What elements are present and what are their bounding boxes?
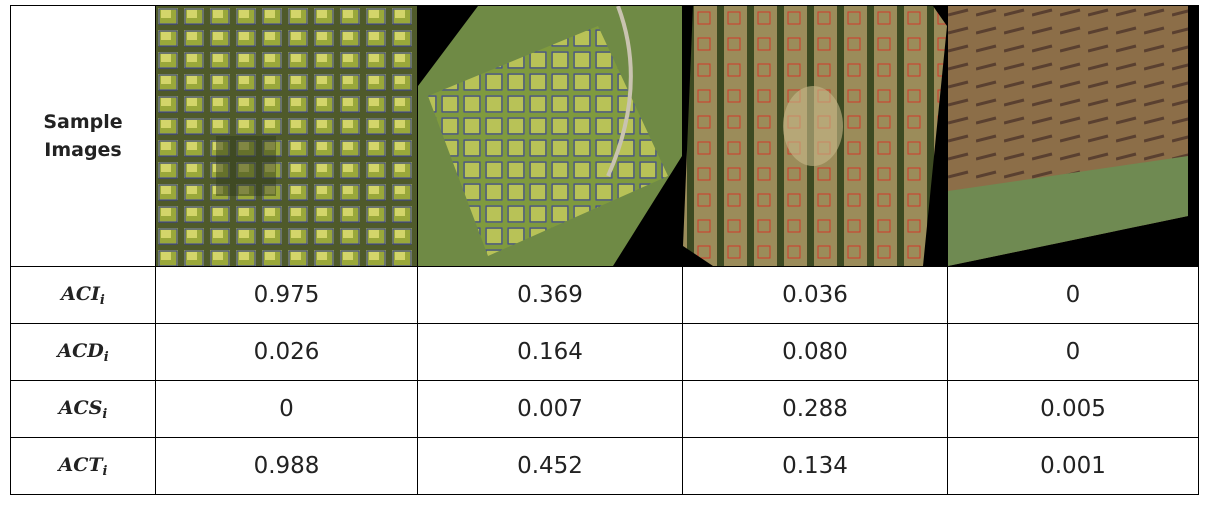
value-cell: 0 [156, 381, 418, 438]
sample-image [156, 6, 417, 266]
sample-image [418, 6, 682, 266]
value-cell: 0.080 [683, 324, 948, 381]
label-base: ACS [59, 397, 103, 419]
value-cell: 0.007 [418, 381, 683, 438]
row-label: ACIi [11, 267, 156, 324]
row-label: ACDi [11, 324, 156, 381]
label-subscript: i [104, 350, 109, 365]
value-cell: 0.134 [683, 438, 948, 495]
value-cell: 0.369 [418, 267, 683, 324]
value-cell: 0 [948, 267, 1199, 324]
label-base: ACI [61, 283, 100, 305]
label-subscript: i [100, 293, 105, 308]
value-cell: 0.288 [683, 381, 948, 438]
value-cell: 0.001 [948, 438, 1199, 495]
image-cell [156, 6, 418, 267]
table-container: Sample Images [10, 5, 1199, 495]
label-subscript: i [102, 407, 107, 422]
row-label: ACSi [11, 381, 156, 438]
row-header: Sample Images [11, 6, 156, 267]
value-cell: 0.005 [948, 381, 1199, 438]
sample-image [683, 6, 947, 266]
row-label: ACTi [11, 438, 156, 495]
value-cell: 0.036 [683, 267, 948, 324]
image-row: Sample Images [11, 6, 1199, 267]
value-cell: 0.026 [156, 324, 418, 381]
value-cell: 0.164 [418, 324, 683, 381]
image-cell [418, 6, 683, 267]
table: Sample Images [10, 5, 1199, 495]
table-body: Sample Images [11, 6, 1199, 495]
value-cell: 0.975 [156, 267, 418, 324]
value-cell: 0 [948, 324, 1199, 381]
label-base: ACT [59, 454, 103, 476]
label-base: ACD [57, 340, 103, 362]
image-cell [683, 6, 948, 267]
value-cell: 0.452 [418, 438, 683, 495]
image-cell [948, 6, 1199, 267]
label-subscript: i [103, 464, 108, 479]
sample-image [948, 6, 1198, 266]
value-cell: 0.988 [156, 438, 418, 495]
